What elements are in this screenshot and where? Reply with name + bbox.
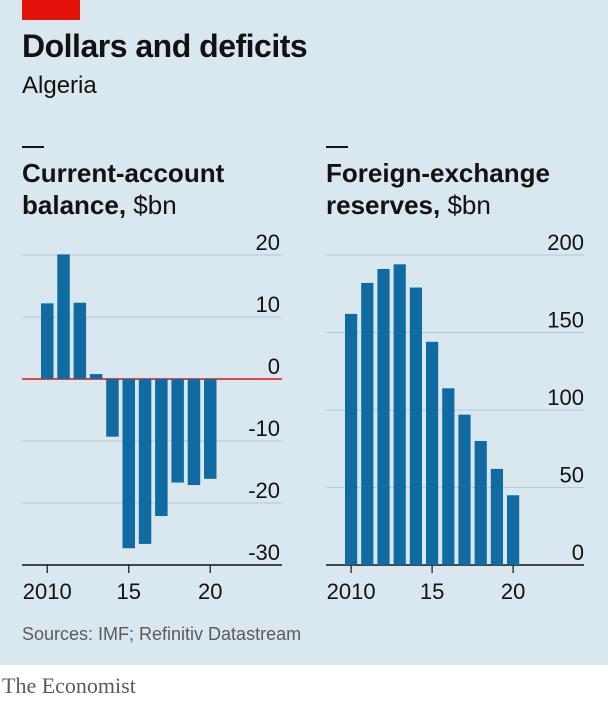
brand-red-tag [22, 0, 80, 20]
left-chart-title-line1: Current-account [22, 158, 225, 188]
right-bar [426, 341, 439, 565]
right-bar [361, 282, 374, 565]
right-chart-title-line1: Foreign-exchange [326, 158, 550, 188]
left-xtick-label: 15 [117, 579, 141, 604]
left-bar [73, 302, 87, 379]
right-bar [458, 414, 471, 565]
left-ytick-label: 10 [256, 292, 280, 317]
left-chart-title-unit: $bn [133, 190, 177, 220]
left-chart-rule [22, 146, 44, 148]
right-chart-title: Foreign-exchange reserves, $bn [326, 157, 550, 221]
left-chart-title-bold: balance, [22, 190, 127, 220]
right-ytick-label: 100 [547, 385, 584, 410]
left-ytick-label: 20 [256, 230, 280, 255]
right-bar [490, 468, 503, 565]
left-ytick-label: -30 [248, 540, 280, 565]
left-ytick-label: 0 [268, 354, 280, 379]
right-ytick-label: 200 [547, 230, 584, 255]
left-bar [138, 379, 152, 544]
right-xtick-label: 2010 [327, 579, 376, 604]
right-bar [474, 441, 487, 565]
left-xtick-label: 2010 [23, 579, 72, 604]
left-bar [171, 379, 184, 483]
chart-subtitle: Algeria [22, 72, 97, 99]
right-bar [377, 268, 390, 565]
left-bar [204, 379, 217, 479]
left-bar [57, 254, 70, 379]
left-xtick-label: 20 [198, 579, 222, 604]
right-chart-rule [326, 146, 348, 148]
right-bar [393, 264, 406, 565]
left-bar [155, 379, 168, 517]
left-bar [89, 374, 103, 379]
right-bar [409, 287, 422, 565]
right-xtick-label: 15 [420, 579, 444, 604]
right-ytick-label: 50 [560, 463, 584, 488]
left-ytick-label: -10 [248, 416, 280, 441]
right-bar [507, 495, 520, 565]
right-chart-title-unit: $bn [447, 190, 491, 220]
left-chart-title: Current-account balance, $bn [22, 157, 224, 221]
right-xtick-label: 20 [501, 579, 525, 604]
left-bar [122, 379, 135, 549]
right-ytick-label: 0 [572, 540, 584, 565]
left-bar [106, 379, 119, 437]
right-chart-title-bold: reserves, [326, 190, 441, 220]
left-bar [41, 303, 54, 379]
right-bar [345, 313, 358, 565]
source-note: Sources: IMF; Refinitiv Datastream [22, 624, 302, 644]
chart-title: Dollars and deficits [22, 28, 308, 64]
economist-logo-text: The Economist [2, 673, 136, 698]
right-bar [442, 388, 455, 565]
left-ytick-label: -20 [248, 478, 280, 503]
left-bar [187, 379, 201, 486]
right-ytick-label: 150 [547, 308, 584, 333]
